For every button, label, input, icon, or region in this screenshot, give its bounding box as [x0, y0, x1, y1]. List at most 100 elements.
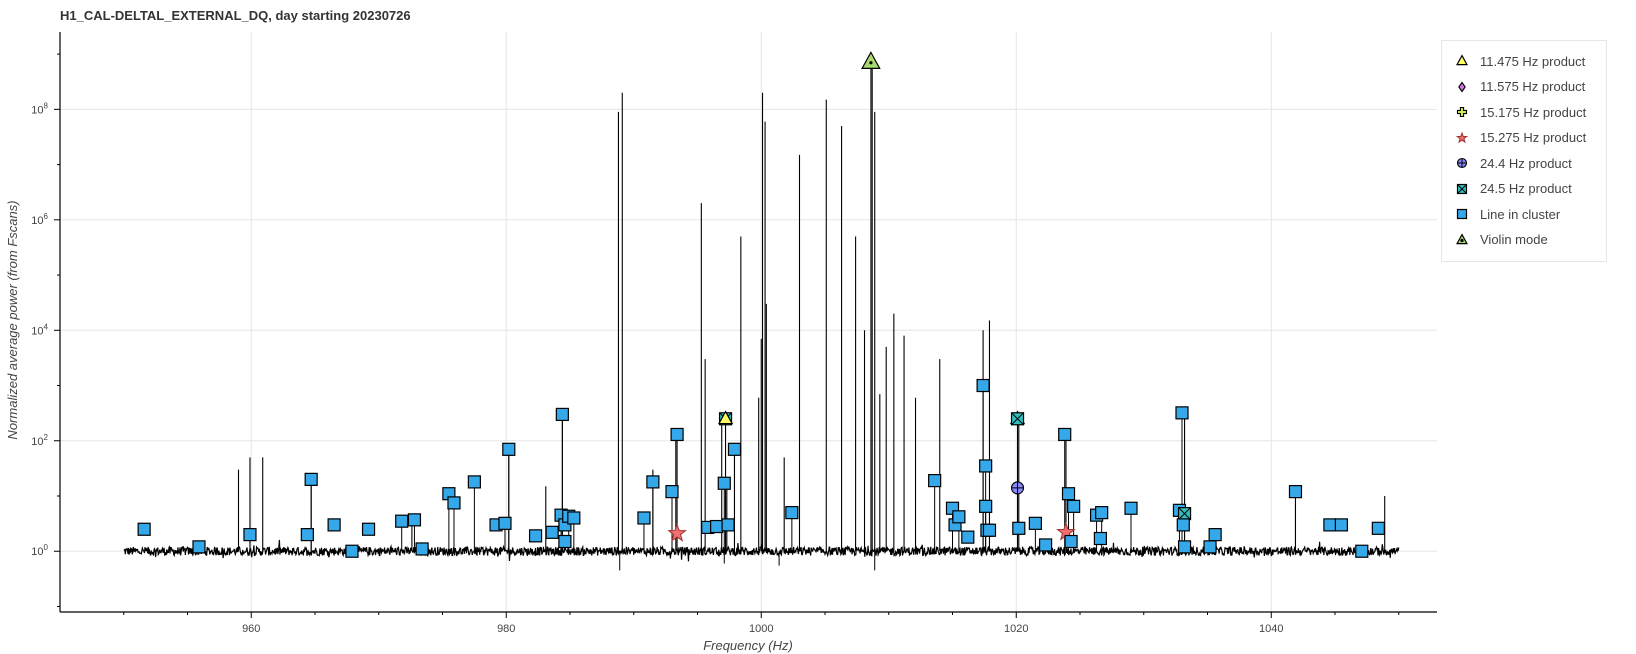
marker-cluster: [1064, 534, 1078, 549]
marker-cluster: [447, 496, 461, 510]
y-tick-label: 102: [31, 433, 48, 448]
legend-item: 15.175 Hz product: [1452, 102, 1586, 122]
legend-item: Violin mode: [1452, 230, 1548, 250]
marker-cluster: [1208, 528, 1222, 542]
marker-cluster: [467, 475, 481, 489]
marker-cluster: [327, 518, 341, 532]
chart-title: H1_CAL-DELTAL_EXTERNAL_DQ, day starting …: [60, 8, 411, 23]
marker-cluster: [976, 378, 990, 393]
marker-cluster: [979, 459, 993, 473]
marker-cluster: [717, 476, 731, 490]
legend-item: 11.575 Hz product: [1452, 77, 1585, 97]
marker-cluster: [1371, 521, 1385, 535]
legend-label: 15.275 Hz product: [1480, 130, 1587, 145]
legend-cross-icon: [1456, 106, 1468, 118]
marker-cluster: [1124, 501, 1138, 515]
legend-square-x-icon: [1456, 183, 1468, 194]
legend-star-icon: [1455, 131, 1469, 143]
marker-cluster: [395, 514, 409, 528]
marker-cluster: [952, 510, 966, 524]
marker-cluster: [361, 522, 376, 536]
legend-triangle-dot-icon: [1456, 232, 1468, 244]
legend: 11.475 Hz product 11.575 Hz product 15.175…: [1441, 40, 1607, 262]
marker-cluster: [1334, 518, 1348, 532]
marker-cluster: [979, 499, 993, 513]
marker-cluster: [961, 530, 975, 544]
marker-cluster: [710, 519, 724, 534]
marker-cluster: [558, 534, 572, 549]
legend-swatch: [1455, 131, 1469, 143]
legend-circle-cross-icon: [1456, 157, 1468, 169]
legend-label: 15.175 Hz product: [1480, 104, 1587, 120]
legend-diamond-icon: [1458, 81, 1466, 92]
marker-cluster: [528, 529, 543, 543]
legend-swatch: [1456, 54, 1468, 66]
legend-item: 11.475 Hz product: [1452, 51, 1585, 71]
legend-item: Line in cluster: [1452, 204, 1560, 224]
marker-cluster: [555, 407, 569, 422]
marker-cluster: [1093, 531, 1108, 546]
marker-cluster: [498, 516, 512, 530]
marker-cluster: [1061, 487, 1076, 501]
marker-cluster: [1177, 540, 1192, 554]
marker-violin: [861, 51, 881, 69]
marker-cluster: [137, 522, 151, 536]
marker-square-x: [1010, 412, 1025, 426]
marker-cluster: [1203, 540, 1217, 554]
marker-cluster: [1058, 427, 1072, 442]
legend-label: 11.475 Hz product: [1480, 53, 1586, 69]
marker-cluster: [300, 528, 314, 542]
marker-cluster: [1288, 485, 1303, 499]
legend-triangle-icon: [1456, 54, 1468, 66]
legend-swatch: [1456, 183, 1468, 194]
legend-label: Line in cluster: [1480, 206, 1561, 222]
marker-cluster: [646, 475, 660, 489]
legend-swatch: [1456, 232, 1468, 244]
marker-cluster: [1028, 516, 1042, 530]
peak-lines: [237, 61, 1386, 552]
marker-triangle: [717, 410, 734, 425]
x-tick-label: 1000: [749, 623, 773, 635]
x-axis-label: Frequency (Hz): [703, 638, 793, 653]
legend-square-icon: [1456, 208, 1468, 220]
x-tick-label: 1040: [1259, 623, 1283, 635]
y-tick-label: 106: [31, 212, 48, 227]
marker-cluster: [928, 474, 942, 488]
marker-cluster: [637, 511, 651, 525]
marker-cluster: [1355, 544, 1369, 558]
marker-cluster: [243, 528, 257, 542]
legend-swatch: [1456, 106, 1468, 118]
marker-cluster: [304, 472, 318, 486]
marker-cluster: [415, 542, 429, 556]
marker-cluster: [727, 442, 742, 456]
marker-cluster: [670, 427, 684, 442]
x-tick-label: 980: [497, 623, 515, 635]
marker-circle-cross: [1010, 481, 1025, 495]
legend-label: Violin mode: [1480, 232, 1548, 247]
y-tick-label: 108: [31, 101, 48, 116]
marker-cluster: [1095, 506, 1109, 520]
legend-swatch: [1456, 208, 1468, 220]
marker-cluster: [1176, 518, 1190, 532]
marker-cluster: [1012, 521, 1026, 535]
legend-item: 24.5 Hz product: [1452, 179, 1572, 199]
y-axis-label: Normalized average power (from Fscans): [5, 200, 20, 439]
marker-cluster: [345, 544, 359, 558]
marker-cluster: [1067, 499, 1081, 513]
axes: 960 980 1000 1020 1040 100 102 104 106 108: [31, 32, 1437, 635]
legend-label: 24.4 Hz product: [1480, 155, 1572, 171]
grid-lines: [60, 32, 1437, 612]
marker-cluster: [1175, 406, 1189, 420]
legend-item: 24.4 Hz product: [1452, 153, 1572, 173]
x-tick-label: 1020: [1004, 623, 1028, 635]
marker-cluster: [665, 485, 679, 499]
line-markers: [137, 51, 1385, 558]
x-tick-label: 960: [242, 623, 260, 635]
marker-square-x: [1177, 507, 1192, 521]
marker-star: [667, 523, 687, 542]
marker-cluster: [721, 518, 735, 532]
legend-swatch: [1458, 81, 1466, 92]
marker-cluster: [407, 513, 422, 527]
marker-cluster: [982, 523, 997, 537]
